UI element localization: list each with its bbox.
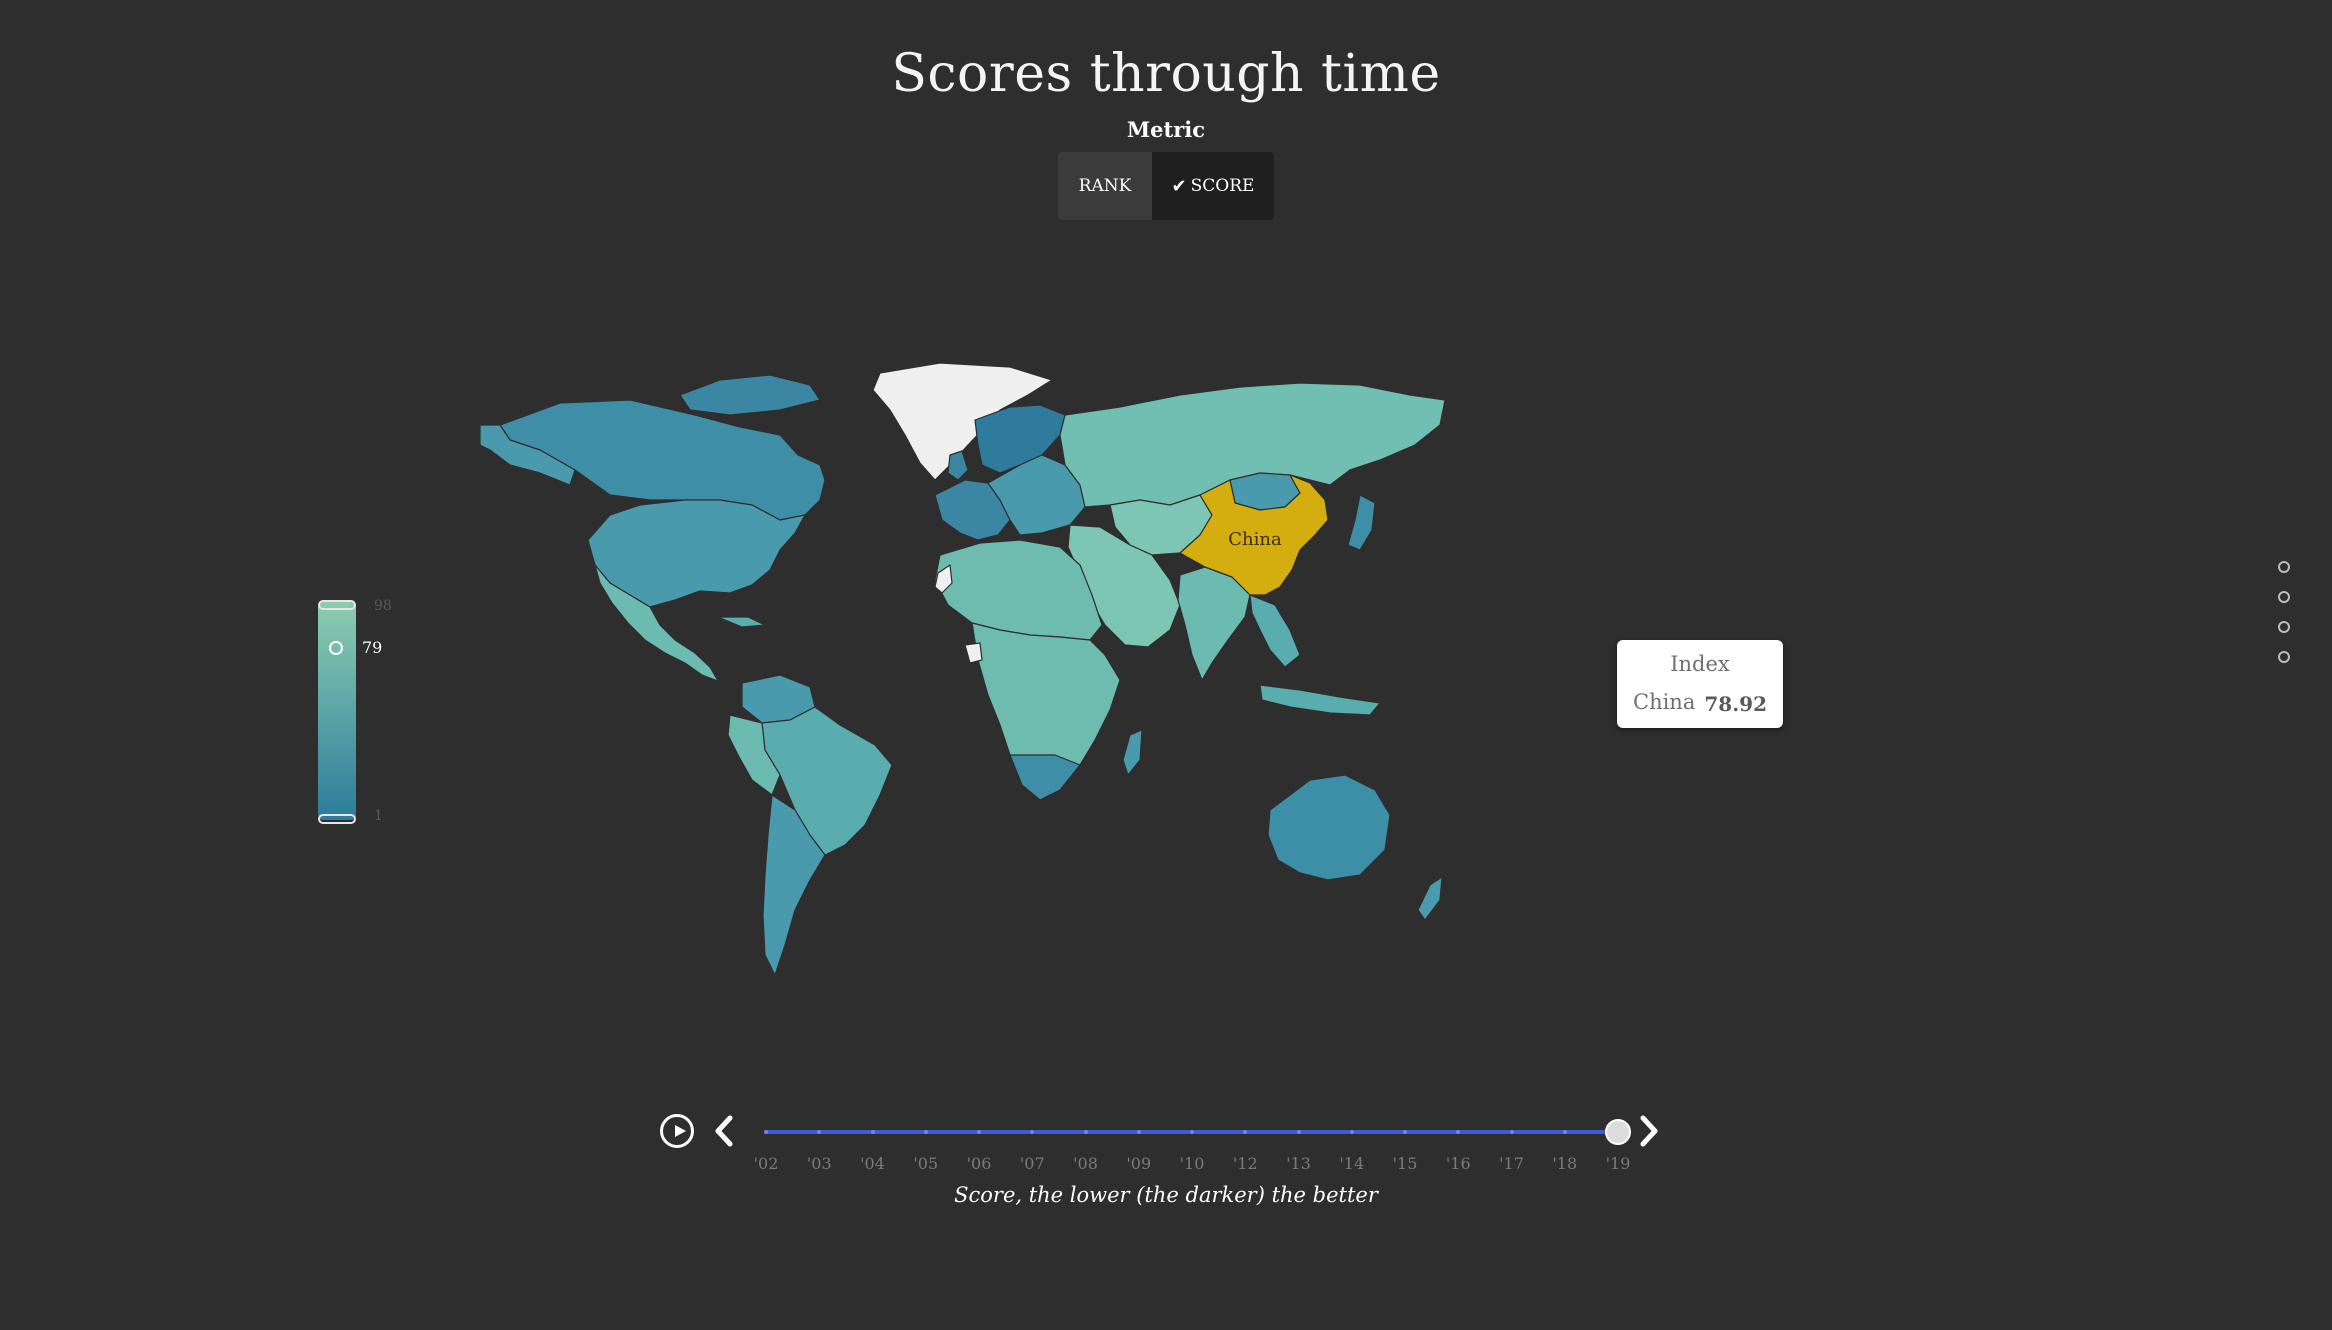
timeline-year-label[interactable]: '18	[1552, 1154, 1578, 1173]
timeline-tick	[1030, 1130, 1035, 1134]
world-map[interactable]: China	[480, 355, 1852, 1067]
timeline-tick	[1403, 1130, 1407, 1134]
play-icon[interactable]	[660, 1114, 694, 1148]
chevron-right-icon[interactable]	[1633, 1112, 1663, 1150]
timeline-year-label[interactable]: '04	[860, 1154, 885, 1173]
chevron-left-icon[interactable]	[710, 1112, 740, 1150]
timeline-year-label[interactable]: '05	[913, 1154, 939, 1173]
timeline-year-label[interactable]: '09	[1126, 1154, 1152, 1173]
section-nav-dot[interactable]	[2278, 621, 2290, 633]
country-usa[interactable]	[587, 499, 806, 608]
country-europe-east[interactable]	[987, 454, 1086, 536]
legend-current-value: 79	[362, 637, 383, 657]
timeline-tick	[1136, 1130, 1141, 1134]
tooltip-title: Index	[1670, 652, 1730, 676]
country-africa-south[interactable]	[971, 622, 1121, 801]
country-uk[interactable]	[947, 450, 969, 481]
rank-button-label: RANK	[1078, 176, 1132, 196]
country-new-zealand[interactable]	[1417, 876, 1443, 921]
year-timeline: '02 '03 '04 '05 '06 '07 '08 '09 '10 '12 '13 '14 '15 '…	[650, 1100, 1680, 1210]
timeline-tick	[1509, 1130, 1514, 1134]
section-nav	[2278, 561, 2292, 681]
color-legend: 98 1 79	[318, 598, 398, 830]
legend-gradient-bar	[318, 602, 356, 820]
country-south-africa[interactable]	[1009, 754, 1081, 801]
legend-cap-bottom	[318, 814, 356, 824]
map-caption: Score, the lower (the darker) the better	[954, 1183, 1378, 1207]
timeline-tick	[1456, 1130, 1461, 1134]
tooltip-country: China	[1633, 690, 1696, 714]
timeline-tick	[1349, 1130, 1354, 1134]
country-alaska[interactable]	[480, 424, 576, 486]
legend-max-label: 98	[374, 598, 392, 614]
timeline-tick	[1296, 1130, 1301, 1134]
section-nav-dot[interactable]	[2278, 591, 2290, 603]
country-madagascar[interactable]	[1122, 729, 1143, 776]
tooltip-value: 78.92	[1704, 692, 1767, 716]
timeline-handle[interactable]	[1605, 1119, 1631, 1145]
country-china[interactable]	[1179, 474, 1329, 596]
timeline-tick	[817, 1130, 822, 1134]
country-japan[interactable]	[1347, 494, 1376, 551]
legend-marker-icon	[329, 640, 343, 655]
timeline-tick	[923, 1130, 928, 1134]
china-label: China	[1228, 529, 1282, 550]
timeline-year-label[interactable]: '02	[753, 1154, 779, 1173]
rank-button[interactable]: RANK	[1058, 152, 1152, 220]
metric-toggle: RANK ✔ SCORE	[1058, 152, 1274, 220]
timeline-tick	[1243, 1130, 1248, 1134]
timeline-tick	[870, 1130, 875, 1134]
metric-label: Metric	[1126, 117, 1206, 142]
timeline-year-label[interactable]: '14	[1339, 1154, 1365, 1173]
timeline-year-label[interactable]: '17	[1499, 1154, 1524, 1173]
timeline-year-label[interactable]: '10	[1179, 1154, 1205, 1173]
timeline-tick	[764, 1130, 768, 1134]
timeline-year-label[interactable]: '13	[1286, 1154, 1311, 1173]
legend-min-label: 1	[374, 808, 383, 824]
score-button-label: SCORE	[1190, 176, 1255, 196]
timeline-year-label[interactable]: '03	[806, 1154, 832, 1173]
country-brazil[interactable]	[761, 706, 893, 856]
score-button[interactable]: ✔ SCORE	[1152, 152, 1274, 220]
country-russia[interactable]	[1059, 382, 1446, 508]
country-greenland[interactable]	[872, 362, 1053, 481]
timeline-tick	[977, 1130, 981, 1134]
checkmark-icon: ✔	[1171, 175, 1187, 197]
country-se-asia[interactable]	[1249, 594, 1301, 668]
timeline-year-label[interactable]: '16	[1445, 1154, 1471, 1173]
map-tooltip: Index China 78.92	[1617, 640, 1783, 728]
country-australia[interactable]	[1267, 774, 1391, 881]
timeline-year-label[interactable]: '15	[1392, 1154, 1418, 1173]
country-europe-west[interactable]	[934, 479, 1011, 541]
page-title: Scores through time	[891, 44, 1441, 104]
country-argentina[interactable]	[762, 794, 826, 976]
timeline-year-label[interactable]: '19	[1605, 1154, 1631, 1173]
timeline-tick	[1083, 1130, 1088, 1134]
timeline-year-label[interactable]: '12	[1232, 1154, 1258, 1173]
country-western-sahara[interactable]	[934, 564, 953, 594]
country-arctic-islands[interactable]	[679, 374, 821, 416]
country-cuba[interactable]	[717, 616, 766, 628]
timeline-year-label[interactable]: '08	[1073, 1154, 1098, 1173]
timeline-tick	[1562, 1130, 1567, 1134]
timeline-tick	[1190, 1130, 1194, 1134]
timeline-year-label[interactable]: '06	[966, 1154, 992, 1173]
section-nav-dot[interactable]	[2278, 561, 2290, 573]
section-nav-dot[interactable]	[2278, 651, 2290, 663]
country-indonesia[interactable]	[1259, 684, 1381, 716]
timeline-year-label[interactable]: '07	[1019, 1154, 1045, 1173]
country-mexico[interactable]	[594, 564, 719, 682]
legend-cap-top	[318, 600, 356, 610]
country-ivory-coast[interactable]	[964, 642, 983, 664]
